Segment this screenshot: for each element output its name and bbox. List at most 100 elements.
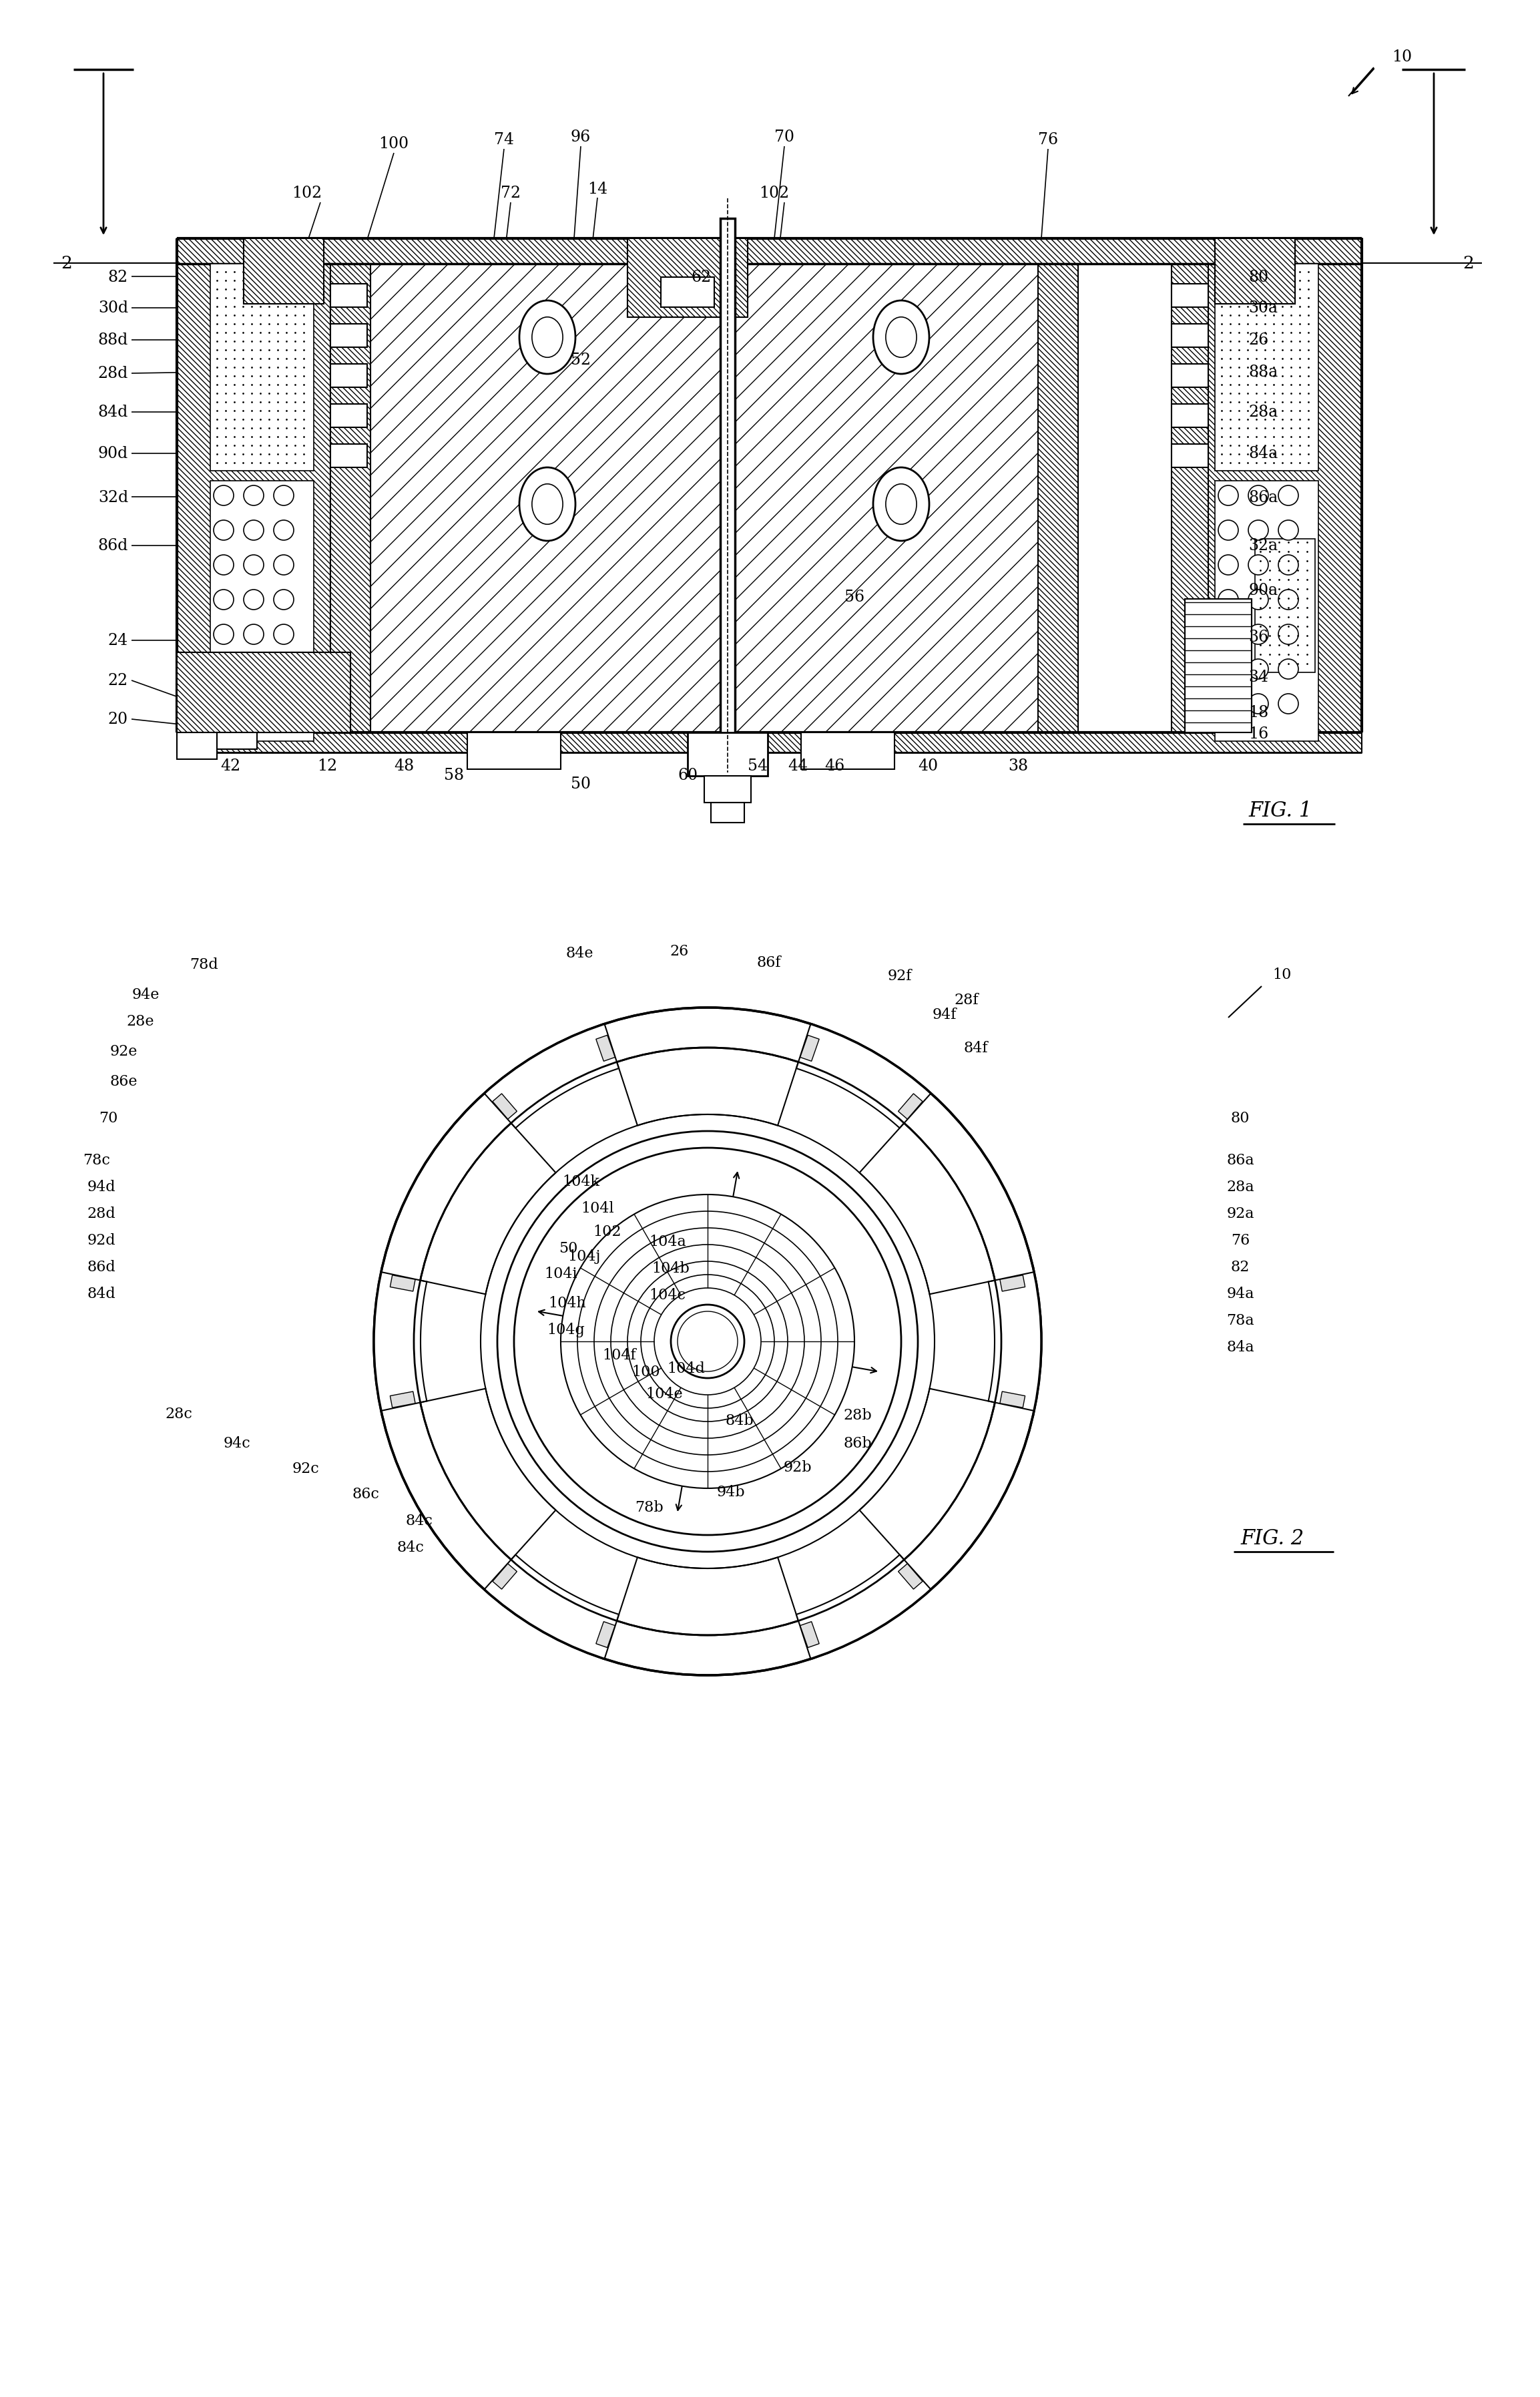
Text: 28e: 28e	[126, 1014, 154, 1028]
Bar	[331, 264, 367, 733]
Text: 86c: 86c	[353, 1486, 379, 1501]
Text: 94b: 94b	[716, 1484, 745, 1498]
Text: 104e: 104e	[645, 1385, 682, 1402]
Polygon shape	[898, 1563, 922, 1589]
Bar	[371, 264, 1078, 733]
Circle shape	[414, 1047, 1001, 1635]
Circle shape	[1218, 556, 1238, 575]
Text: 38: 38	[1009, 757, 1029, 774]
Bar	[1038, 264, 1078, 733]
Text: 46: 46	[824, 757, 844, 774]
Polygon shape	[930, 1282, 998, 1402]
Bar	[243, 240, 323, 304]
Polygon shape	[513, 1510, 638, 1618]
Text: 48: 48	[394, 757, 414, 774]
Polygon shape	[596, 1623, 614, 1647]
Text: 28c: 28c	[165, 1407, 192, 1421]
Circle shape	[243, 695, 263, 714]
Text: 96: 96	[571, 129, 591, 144]
Ellipse shape	[873, 467, 929, 542]
Bar	[627, 240, 747, 319]
Circle shape	[1278, 695, 1298, 714]
Circle shape	[1218, 520, 1238, 542]
Circle shape	[1249, 556, 1269, 575]
Text: 70: 70	[775, 129, 795, 144]
Polygon shape	[999, 1275, 1026, 1292]
Circle shape	[243, 520, 263, 542]
Ellipse shape	[885, 484, 916, 525]
Bar	[177, 652, 351, 733]
Text: 28b: 28b	[844, 1407, 872, 1421]
Text: 104f: 104f	[602, 1347, 636, 1361]
Polygon shape	[596, 1036, 614, 1062]
Ellipse shape	[531, 316, 562, 357]
Polygon shape	[778, 1067, 902, 1172]
Circle shape	[1249, 659, 1269, 678]
Text: 10: 10	[1272, 968, 1291, 983]
Bar	[331, 264, 371, 733]
Circle shape	[243, 626, 263, 645]
Ellipse shape	[519, 302, 576, 374]
Polygon shape	[374, 1273, 427, 1412]
Ellipse shape	[531, 484, 562, 525]
Circle shape	[1249, 695, 1269, 714]
Text: 56: 56	[844, 590, 864, 604]
Bar	[177, 240, 1361, 264]
Text: FIG. 2: FIG. 2	[1240, 1529, 1304, 1548]
Text: 84f: 84f	[964, 1040, 989, 1055]
Bar	[177, 733, 1361, 753]
Text: 86b: 86b	[844, 1436, 872, 1450]
Bar	[331, 324, 367, 348]
Text: 104l: 104l	[581, 1201, 614, 1215]
Text: 88d: 88d	[99, 333, 128, 348]
Circle shape	[274, 590, 294, 611]
Bar	[331, 364, 367, 388]
Polygon shape	[493, 1563, 517, 1589]
Bar	[1172, 324, 1209, 348]
Circle shape	[497, 1131, 918, 1551]
Text: 86d: 86d	[88, 1258, 115, 1275]
Bar	[1172, 285, 1209, 307]
Circle shape	[274, 487, 294, 506]
Text: 80: 80	[1230, 1110, 1250, 1127]
Polygon shape	[999, 1393, 1026, 1407]
Text: 86f: 86f	[756, 954, 781, 971]
Text: 34: 34	[1249, 669, 1269, 686]
Text: 78c: 78c	[83, 1153, 111, 1167]
Text: 26: 26	[670, 944, 688, 959]
Text: 22: 22	[108, 674, 128, 688]
Circle shape	[1218, 590, 1238, 611]
Bar	[177, 264, 331, 733]
Text: 78d: 78d	[189, 956, 217, 971]
Text: 30d: 30d	[99, 300, 128, 316]
Circle shape	[274, 695, 294, 714]
Bar	[1172, 443, 1209, 467]
Text: 50: 50	[559, 1242, 578, 1256]
Text: 104i: 104i	[544, 1266, 578, 1280]
Text: 92c: 92c	[293, 1462, 319, 1477]
Text: 94f: 94f	[932, 1007, 956, 1021]
Bar	[721, 218, 735, 801]
Text: 14: 14	[587, 182, 608, 197]
Text: 36: 36	[1249, 630, 1269, 645]
Polygon shape	[801, 1623, 819, 1647]
Circle shape	[561, 1194, 855, 1489]
Text: 50: 50	[571, 777, 591, 791]
Circle shape	[243, 590, 263, 611]
Text: 92e: 92e	[109, 1045, 137, 1059]
Text: 76: 76	[1230, 1232, 1249, 1246]
Text: 78b: 78b	[634, 1501, 664, 1515]
Circle shape	[1249, 590, 1269, 611]
Bar	[331, 443, 367, 467]
Text: 30a: 30a	[1249, 300, 1278, 316]
Text: 28a: 28a	[1249, 405, 1278, 419]
Polygon shape	[390, 1275, 416, 1292]
Text: 92b: 92b	[784, 1460, 812, 1474]
Bar	[331, 405, 367, 429]
Bar	[1172, 364, 1209, 388]
Text: 84c: 84c	[405, 1513, 433, 1527]
Circle shape	[1218, 626, 1238, 645]
Text: 100: 100	[631, 1364, 661, 1378]
Text: 12: 12	[317, 757, 337, 774]
Text: 84e: 84e	[565, 947, 593, 961]
